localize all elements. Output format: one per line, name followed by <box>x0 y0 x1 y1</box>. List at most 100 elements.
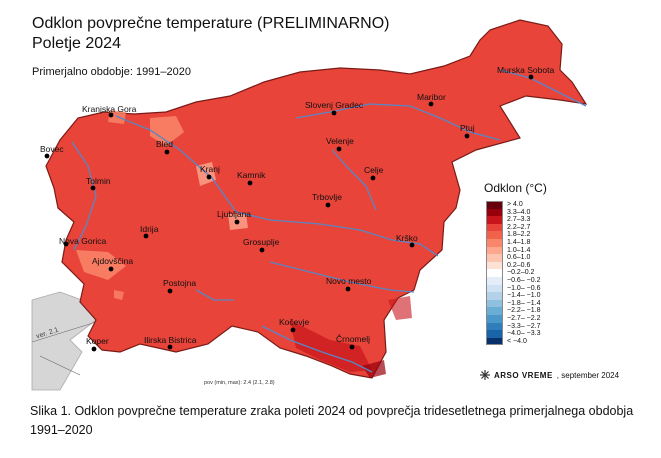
legend-class: < −4.0 <box>486 337 596 346</box>
warm-patch <box>362 360 386 378</box>
city-dot <box>464 133 470 139</box>
city-label: Bled <box>156 139 173 149</box>
reference-period: Primerjalno obdobje: 1991–2020 <box>32 66 192 78</box>
legend-class: 3.3–4.0 <box>486 208 596 217</box>
legend-label: −3.3– −2.7 <box>507 322 541 330</box>
city-dot <box>44 153 50 159</box>
grid-line <box>31 321 97 343</box>
legend-swatch <box>486 299 503 308</box>
city-dot <box>349 344 355 350</box>
legend-title: Odklon (°C) <box>484 181 547 195</box>
legend-class: −2.7– −2.2 <box>486 314 596 323</box>
legend-label: < −4.0 <box>507 337 527 345</box>
legend-swatch <box>486 261 503 270</box>
city-dot <box>247 180 253 186</box>
warm-patch <box>388 296 412 320</box>
credit-date: , september 2024 <box>556 370 620 380</box>
legend-label: 1.4–1.8 <box>507 238 531 246</box>
legend-swatch <box>486 201 503 209</box>
legend-swatch <box>486 337 503 346</box>
city-dot <box>167 288 173 294</box>
legend-label: 2.2–2.7 <box>507 223 531 231</box>
city-label: Kranjska Gora <box>82 104 137 114</box>
city-label: Kranj <box>200 164 220 174</box>
legend-swatch <box>486 330 503 338</box>
legend-label: −2.7– −2.2 <box>507 314 541 322</box>
river-ljubljanica <box>195 289 234 301</box>
legend-class: 1.0–1.4 <box>486 246 596 255</box>
city-label: Idrija <box>140 224 159 234</box>
legend-swatch <box>486 254 503 262</box>
neighbour-area <box>31 291 97 391</box>
figure-caption: Slika 1. Odklon povprečne temperature zr… <box>30 404 634 437</box>
city-label: Nova Gorica <box>59 236 107 246</box>
legend-label: > 4.0 <box>507 201 523 208</box>
legend-label: 1.0–1.4 <box>507 246 531 254</box>
legend-class: −2.2– −1.8 <box>486 307 596 315</box>
legend-class: −4.0– −3.3 <box>486 330 596 338</box>
legend-class: −0.6– −0.2 <box>486 276 596 285</box>
legend-class: 0.2–0.6 <box>486 261 596 270</box>
city-dot <box>167 344 173 350</box>
legend-label: 1.8–2.2 <box>507 231 531 239</box>
city-dot <box>370 175 376 181</box>
legend-class: −1.8– −1.4 <box>486 299 596 308</box>
city-label: Maribor <box>417 92 446 102</box>
legend-swatch <box>486 276 503 285</box>
cool-patch <box>76 250 126 280</box>
city-label: Ajdovščina <box>92 256 133 266</box>
legend-class: −1.4– −1.0 <box>486 292 596 300</box>
legend-class: 2.2–2.7 <box>486 223 596 232</box>
warm-patch <box>290 320 372 372</box>
river-drava <box>295 103 501 141</box>
city-dot <box>428 101 434 107</box>
legend-class: 1.8–2.2 <box>486 231 596 239</box>
legend-class: 1.4–1.8 <box>486 238 596 247</box>
cool-patch <box>114 290 124 300</box>
city-dot <box>143 233 149 239</box>
city-label: Kočevje <box>279 317 310 327</box>
legend-label: −2.2– −1.8 <box>507 307 541 315</box>
city-markers <box>44 74 534 352</box>
city-labels: Murska Sobota Kranjska Gora Slovenj Grad… <box>40 65 554 346</box>
river-mura <box>499 69 587 107</box>
city-label: Celje <box>364 165 384 175</box>
brand-name: ARSO VREME <box>494 370 553 380</box>
legend-swatch <box>486 208 503 217</box>
legend-label: 0.6–1.0 <box>507 254 531 262</box>
stats-footnote: pov (min, max): 2.4 (2.1, 2.8) <box>204 380 275 386</box>
legend-class: 2.7–3.3 <box>486 216 596 224</box>
city-label: Ptuj <box>460 123 475 133</box>
river-savinja <box>331 149 377 211</box>
city-dot <box>108 112 114 118</box>
cool-patch <box>150 116 184 146</box>
city-dot <box>63 241 69 247</box>
legend-swatch <box>486 246 503 255</box>
legend-label: −0.6– −0.2 <box>507 276 541 284</box>
rivers <box>71 69 587 373</box>
legend-label: −1.8– −1.4 <box>507 299 541 307</box>
city-dot <box>409 242 415 248</box>
city-dot <box>108 266 114 272</box>
river-soca <box>71 141 97 251</box>
city-label: Tolmin <box>86 176 111 186</box>
legend-swatch <box>486 322 503 331</box>
city-dot <box>528 74 534 80</box>
legend-label: −4.0– −3.3 <box>507 330 541 338</box>
river-krka <box>269 261 415 293</box>
legend-class: 0.6–1.0 <box>486 254 596 262</box>
city-dot <box>234 219 240 225</box>
legend-classes: > 4.0 3.3–4.0 2.7–3.3 2.2–2.7 1.8–2.2 1.… <box>486 201 596 346</box>
city-label: Trbovlje <box>312 192 342 202</box>
city-dot <box>259 247 265 253</box>
legend-swatch <box>486 238 503 247</box>
city-label: Novo mesto <box>326 276 372 286</box>
legend-class: −1.0– −0.6 <box>486 284 596 293</box>
river-kolpa <box>261 325 373 373</box>
city-label: Črnomelj <box>336 334 370 344</box>
city-label: Bovec <box>40 144 64 154</box>
city-dot <box>325 202 331 208</box>
city-label: Koper <box>86 336 109 346</box>
river-sava <box>115 115 439 257</box>
city-label: Velenje <box>326 136 354 146</box>
